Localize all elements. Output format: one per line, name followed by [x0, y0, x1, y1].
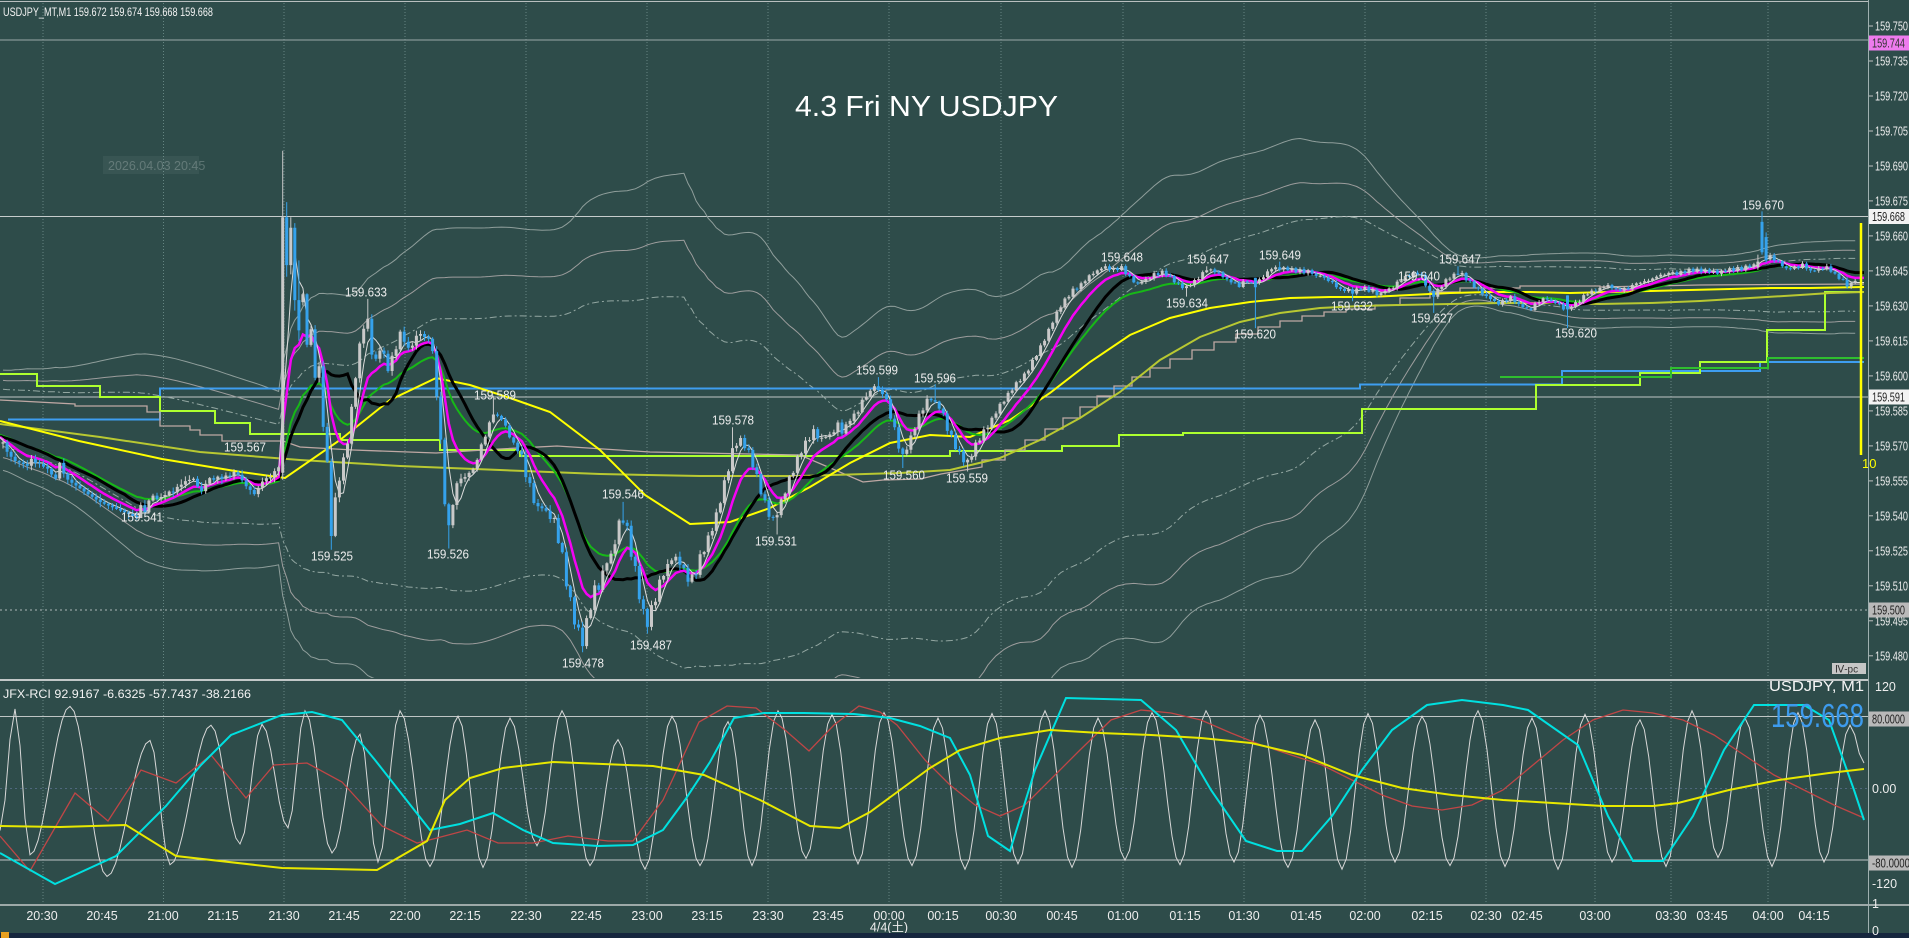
svg-text:01:15: 01:15: [1169, 909, 1200, 923]
svg-text:00:30: 00:30: [985, 909, 1016, 923]
svg-text:159.589: 159.589: [474, 389, 516, 403]
svg-text:-120: -120: [1872, 877, 1897, 891]
svg-text:159.640: 159.640: [1398, 270, 1440, 284]
svg-text:159.510: 159.510: [1875, 579, 1908, 593]
svg-text:159.649: 159.649: [1259, 249, 1301, 263]
svg-text:02:45: 02:45: [1511, 909, 1542, 923]
svg-text:03:45: 03:45: [1696, 909, 1727, 923]
svg-text:22:15: 22:15: [449, 909, 480, 923]
svg-text:159.596: 159.596: [914, 372, 956, 386]
svg-text:159.578: 159.578: [712, 414, 754, 428]
svg-text:159.559: 159.559: [946, 472, 988, 486]
svg-text:159.620: 159.620: [1234, 328, 1276, 342]
svg-text:USDJPY_MT,M1 159.672 159.674: USDJPY_MT,M1 159.672 159.674 159.668 159…: [3, 5, 213, 19]
svg-text:02:30: 02:30: [1470, 909, 1501, 923]
svg-text:22:00: 22:00: [389, 909, 420, 923]
svg-text:159.647: 159.647: [1439, 253, 1481, 267]
svg-text:159.670: 159.670: [1742, 199, 1784, 213]
svg-text:159.630: 159.630: [1875, 299, 1908, 313]
svg-text:120: 120: [1875, 680, 1896, 694]
svg-text:159.634: 159.634: [1166, 297, 1208, 311]
svg-text:159.735: 159.735: [1875, 55, 1908, 69]
svg-text:159.620: 159.620: [1555, 327, 1597, 341]
svg-text:159.744: 159.744: [1872, 37, 1905, 51]
svg-text:159.531: 159.531: [755, 535, 797, 549]
svg-text:01:30: 01:30: [1228, 909, 1259, 923]
svg-text:22:30: 22:30: [510, 909, 541, 923]
svg-text:159.600: 159.600: [1875, 369, 1908, 383]
svg-text:159.647: 159.647: [1187, 253, 1229, 267]
svg-text:23:30: 23:30: [752, 909, 783, 923]
svg-text:159.627: 159.627: [1411, 312, 1453, 326]
svg-text:159.648: 159.648: [1101, 251, 1143, 265]
svg-text:23:00: 23:00: [631, 909, 662, 923]
svg-text:23:15: 23:15: [691, 909, 722, 923]
svg-text:21:00: 21:00: [147, 909, 178, 923]
svg-text:00:00: 00:00: [873, 909, 904, 923]
svg-text:159.668: 159.668: [1872, 210, 1905, 224]
svg-text:159.720: 159.720: [1875, 90, 1908, 104]
svg-text:159.525: 159.525: [311, 550, 353, 564]
svg-text:159.525: 159.525: [1875, 544, 1908, 558]
svg-text:159.478: 159.478: [562, 657, 604, 671]
svg-text:22:45: 22:45: [570, 909, 601, 923]
svg-text:Ⅳ-pc: Ⅳ-pc: [1835, 665, 1858, 676]
svg-text:04:15: 04:15: [1798, 909, 1829, 923]
svg-text:159.690: 159.690: [1875, 160, 1908, 174]
svg-text:03:00: 03:00: [1579, 909, 1610, 923]
svg-text:JFX-RCI 92.9167 -6.6325 -57.74: JFX-RCI 92.9167 -6.6325 -57.7437 -38.216…: [3, 687, 251, 701]
svg-text:1: 1: [1872, 897, 1879, 911]
svg-text:159.591: 159.591: [1872, 391, 1905, 405]
svg-text:10: 10: [1862, 456, 1876, 471]
svg-text:159.526: 159.526: [427, 548, 469, 562]
svg-text:21:30: 21:30: [268, 909, 299, 923]
svg-text:159.546: 159.546: [602, 488, 644, 502]
svg-text:159.540: 159.540: [1875, 509, 1908, 523]
svg-text:159.668: 159.668: [1771, 697, 1864, 734]
svg-text:159.500: 159.500: [1872, 604, 1905, 618]
svg-text:159.487: 159.487: [630, 639, 672, 653]
svg-text:159.570: 159.570: [1875, 439, 1908, 453]
svg-text:0.00: 0.00: [1872, 782, 1896, 796]
svg-text:03:30: 03:30: [1655, 909, 1686, 923]
svg-text:0: 0: [1872, 924, 1879, 938]
svg-text:20:45: 20:45: [86, 909, 117, 923]
svg-text:159.567: 159.567: [224, 441, 266, 455]
svg-text:01:00: 01:00: [1107, 909, 1138, 923]
svg-text:159.750: 159.750: [1875, 20, 1908, 34]
svg-text:02:15: 02:15: [1411, 909, 1442, 923]
svg-text:4.3 Fri NY USDJPY: 4.3 Fri NY USDJPY: [795, 91, 1058, 123]
svg-text:159.645: 159.645: [1875, 264, 1908, 278]
svg-text:2026.04.03 20:45: 2026.04.03 20:45: [108, 159, 205, 173]
svg-text:159.585: 159.585: [1875, 404, 1908, 418]
svg-text:80.0000: 80.0000: [1872, 713, 1905, 727]
svg-text:159.633: 159.633: [345, 286, 387, 300]
svg-text:159.495: 159.495: [1875, 614, 1908, 628]
svg-text:159.599: 159.599: [856, 364, 898, 378]
svg-text:159.555: 159.555: [1875, 474, 1908, 488]
svg-text:USDJPY, M1: USDJPY, M1: [1769, 679, 1864, 695]
svg-text:21:15: 21:15: [207, 909, 238, 923]
svg-text:02:00: 02:00: [1349, 909, 1380, 923]
svg-text:159.660: 159.660: [1875, 229, 1908, 243]
svg-text:01:45: 01:45: [1290, 909, 1321, 923]
svg-text:00:15: 00:15: [927, 909, 958, 923]
svg-text:159.480: 159.480: [1875, 649, 1908, 663]
svg-text:20:30: 20:30: [26, 909, 57, 923]
svg-text:159.560: 159.560: [883, 469, 925, 483]
svg-text:159.541: 159.541: [121, 511, 163, 525]
svg-text:04:00: 04:00: [1752, 909, 1783, 923]
svg-text:159.615: 159.615: [1875, 334, 1908, 348]
svg-text:4/4(土): 4/4(土): [870, 921, 908, 935]
svg-text:-80.0000: -80.0000: [1872, 857, 1909, 871]
svg-text:159.632: 159.632: [1331, 300, 1373, 314]
svg-text:159.675: 159.675: [1875, 194, 1908, 208]
svg-text:00:45: 00:45: [1046, 909, 1077, 923]
svg-text:21:45: 21:45: [328, 909, 359, 923]
svg-text:159.705: 159.705: [1875, 125, 1908, 139]
svg-text:23:45: 23:45: [812, 909, 843, 923]
